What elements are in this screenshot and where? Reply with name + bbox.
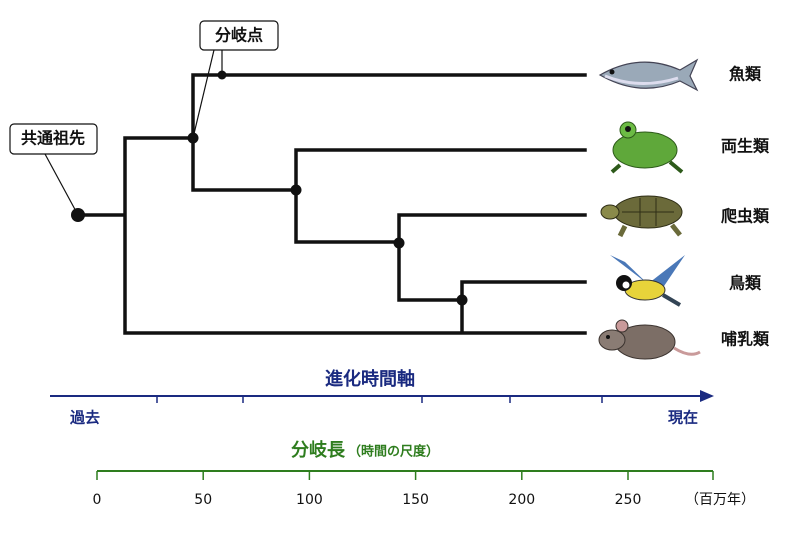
taxon-label: 両生類 bbox=[721, 137, 770, 156]
frog-icon bbox=[610, 121, 684, 174]
scale-unit: （百万年） bbox=[685, 492, 755, 508]
scale-tick-label: 150 bbox=[402, 492, 429, 508]
callout-branch-point: 分岐点 bbox=[192, 20, 279, 139]
mouse-icon bbox=[598, 319, 701, 360]
scale-title: 分岐長 bbox=[291, 439, 346, 461]
evolution-axis bbox=[50, 390, 714, 403]
scale-tick-label: 200 bbox=[508, 492, 535, 508]
taxon-label: 爬虫類 bbox=[720, 207, 770, 226]
tree bbox=[71, 70, 587, 335]
scale-bar: 0 50 100 150 200 250 bbox=[93, 470, 714, 508]
fish-icon bbox=[598, 58, 699, 92]
axis-end-label: 現在 bbox=[668, 409, 698, 427]
scale-subtitle: （時間の尺度） bbox=[348, 444, 439, 460]
scale-tick-label: 250 bbox=[615, 492, 642, 508]
taxon-label: 哺乳類 bbox=[721, 330, 770, 349]
turtle-icon bbox=[600, 195, 683, 238]
callout-label: 共通祖先 bbox=[21, 129, 85, 148]
scale-tick-label: 100 bbox=[296, 492, 323, 508]
bird-icon bbox=[610, 255, 685, 307]
scale-tick-label: 50 bbox=[194, 492, 212, 508]
taxon-label: 鳥類 bbox=[729, 274, 762, 293]
scale-tick-label: 0 bbox=[93, 492, 102, 508]
axis-title: 進化時間軸 bbox=[325, 368, 415, 390]
callout-common-ancestor: 共通祖先 bbox=[9, 123, 98, 216]
axis-start-label: 過去 bbox=[69, 409, 100, 427]
taxon-label: 魚類 bbox=[729, 65, 762, 84]
callout-label: 分岐点 bbox=[215, 26, 263, 45]
